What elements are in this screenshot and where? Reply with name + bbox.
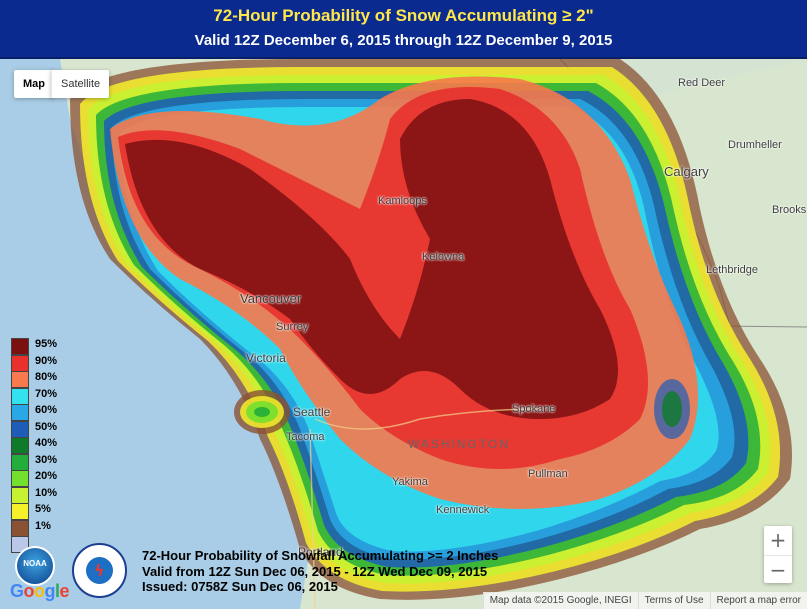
legend-label: 40% <box>35 437 58 449</box>
legend-item: 60% <box>11 404 71 421</box>
legend-label: 50% <box>35 420 58 433</box>
map-type-map-button[interactable]: Map <box>14 70 54 98</box>
legend-item: 5% <box>11 503 71 520</box>
place-seattle: Seattle <box>293 405 331 419</box>
place-calgary: Calgary <box>664 164 709 179</box>
legend-label: 30% <box>35 453 58 466</box>
legend-label: 80% <box>35 371 58 383</box>
place-victoria: Victoria <box>246 351 286 365</box>
place-kamloops: Kamloops <box>378 195 427 207</box>
map-title: 72-Hour Probability of Snow Accumulating… <box>213 6 594 25</box>
nws-logo: ϟ <box>72 543 127 598</box>
nws-logo-inner <box>86 557 113 584</box>
map-header: 72-Hour Probability of Snow Accumulating… <box>0 0 807 59</box>
map-layer <box>0 59 807 609</box>
legend-label: 90% <box>35 354 58 367</box>
legend-label: 10% <box>35 486 58 499</box>
place-drumheller: Drumheller <box>728 139 782 151</box>
google-logo: Google <box>10 581 70 601</box>
legend-swatch <box>11 404 29 421</box>
legend-swatch <box>11 420 29 438</box>
place-lethbridge: Lethbridge <box>706 264 758 276</box>
place-red-deer: Red Deer <box>678 77 726 89</box>
legend-item: 20% <box>11 470 71 487</box>
caption-line-3: Issued: 0758Z Sun Dec 06, 2015 <box>142 579 338 594</box>
legend-label: 95% <box>35 338 58 350</box>
legend-swatch <box>11 453 29 471</box>
legend-item: 70% <box>11 387 71 405</box>
report-map-error-link[interactable]: Report a map error <box>709 592 807 609</box>
legend-swatch <box>11 338 29 355</box>
legend-swatch <box>11 470 29 487</box>
map-canvas[interactable]: Map Satellite Red Deer Drumheller Calgar… <box>0 59 807 609</box>
blob-olympics-30pct <box>254 407 270 417</box>
snow-probability-overlay <box>70 59 792 600</box>
map-caption: 72-Hour Probability of Snowfall Accumula… <box>142 548 498 595</box>
legend-item: 50% <box>11 420 71 438</box>
legend-swatch <box>11 519 29 537</box>
legend-swatch <box>11 354 29 372</box>
legend-swatch <box>11 503 29 520</box>
map-data-attribution: Map data ©2015 Google, INEGI <box>482 592 638 609</box>
place-tacoma: Tacoma <box>286 431 325 443</box>
place-vancouver: Vancouver <box>240 291 302 306</box>
road-i5 <box>309 428 316 609</box>
place-kennewick: Kennewick <box>436 504 490 516</box>
legend-label: 1% <box>35 519 51 532</box>
blob-montana-40pct <box>662 391 682 427</box>
road-i90 <box>314 408 541 430</box>
place-kelowna: Kelowna <box>422 251 465 263</box>
band-95pct <box>125 99 618 419</box>
legend-label: 20% <box>35 470 58 482</box>
place-portland: Portland <box>298 545 343 559</box>
caption-line-2: Valid from 12Z Sun Dec 06, 2015 - 12Z We… <box>142 563 488 579</box>
place-yakima: Yakima <box>392 476 428 488</box>
map-type-satellite-button[interactable]: Satellite <box>51 70 110 98</box>
caption-line-1: 72-Hour Probability of Snowfall Accumula… <box>142 548 499 563</box>
legend-item: 40% <box>11 437 71 454</box>
legend-label: 70% <box>35 387 58 400</box>
region-washington: WASHINGTON <box>408 437 511 451</box>
legend-swatch <box>11 371 29 388</box>
zoom-control: + − <box>764 526 792 583</box>
legend-swatch <box>11 437 29 454</box>
zoom-out-button[interactable]: − <box>764 555 792 584</box>
place-pullman: Pullman <box>528 468 568 480</box>
map-attribution-bar: Map data ©2015 Google, INEGI Terms of Us… <box>482 592 807 609</box>
legend-swatch <box>11 387 29 405</box>
legend-label: 5% <box>35 503 51 515</box>
zoom-in-button[interactable]: + <box>769 528 787 552</box>
legend-item: 90% <box>11 354 71 372</box>
legend-item: 80% <box>11 371 71 388</box>
legend-label: 60% <box>35 404 58 416</box>
noaa-logo: NOAA <box>15 546 55 586</box>
legend-item: 30% <box>11 453 71 471</box>
map-subtitle: Valid 12Z December 6, 2015 through 12Z D… <box>194 32 613 49</box>
probability-legend: 95% 90% 80% 70% 60% 50% 40% 30% 20% 10% 5% 1% <box>11 338 71 553</box>
place-brooks: Brooks <box>772 204 807 216</box>
terms-of-use-link[interactable]: Terms of Use <box>637 592 710 609</box>
legend-item: 95% <box>11 338 71 355</box>
lightning-icon: ϟ <box>94 561 105 580</box>
place-surrey: Surrey <box>276 321 309 333</box>
legend-item: 1% <box>11 519 71 537</box>
legend-swatch <box>11 486 29 504</box>
pacific-ocean <box>0 59 310 609</box>
place-spokane: Spokane <box>512 403 556 415</box>
legend-item: 10% <box>11 486 71 504</box>
